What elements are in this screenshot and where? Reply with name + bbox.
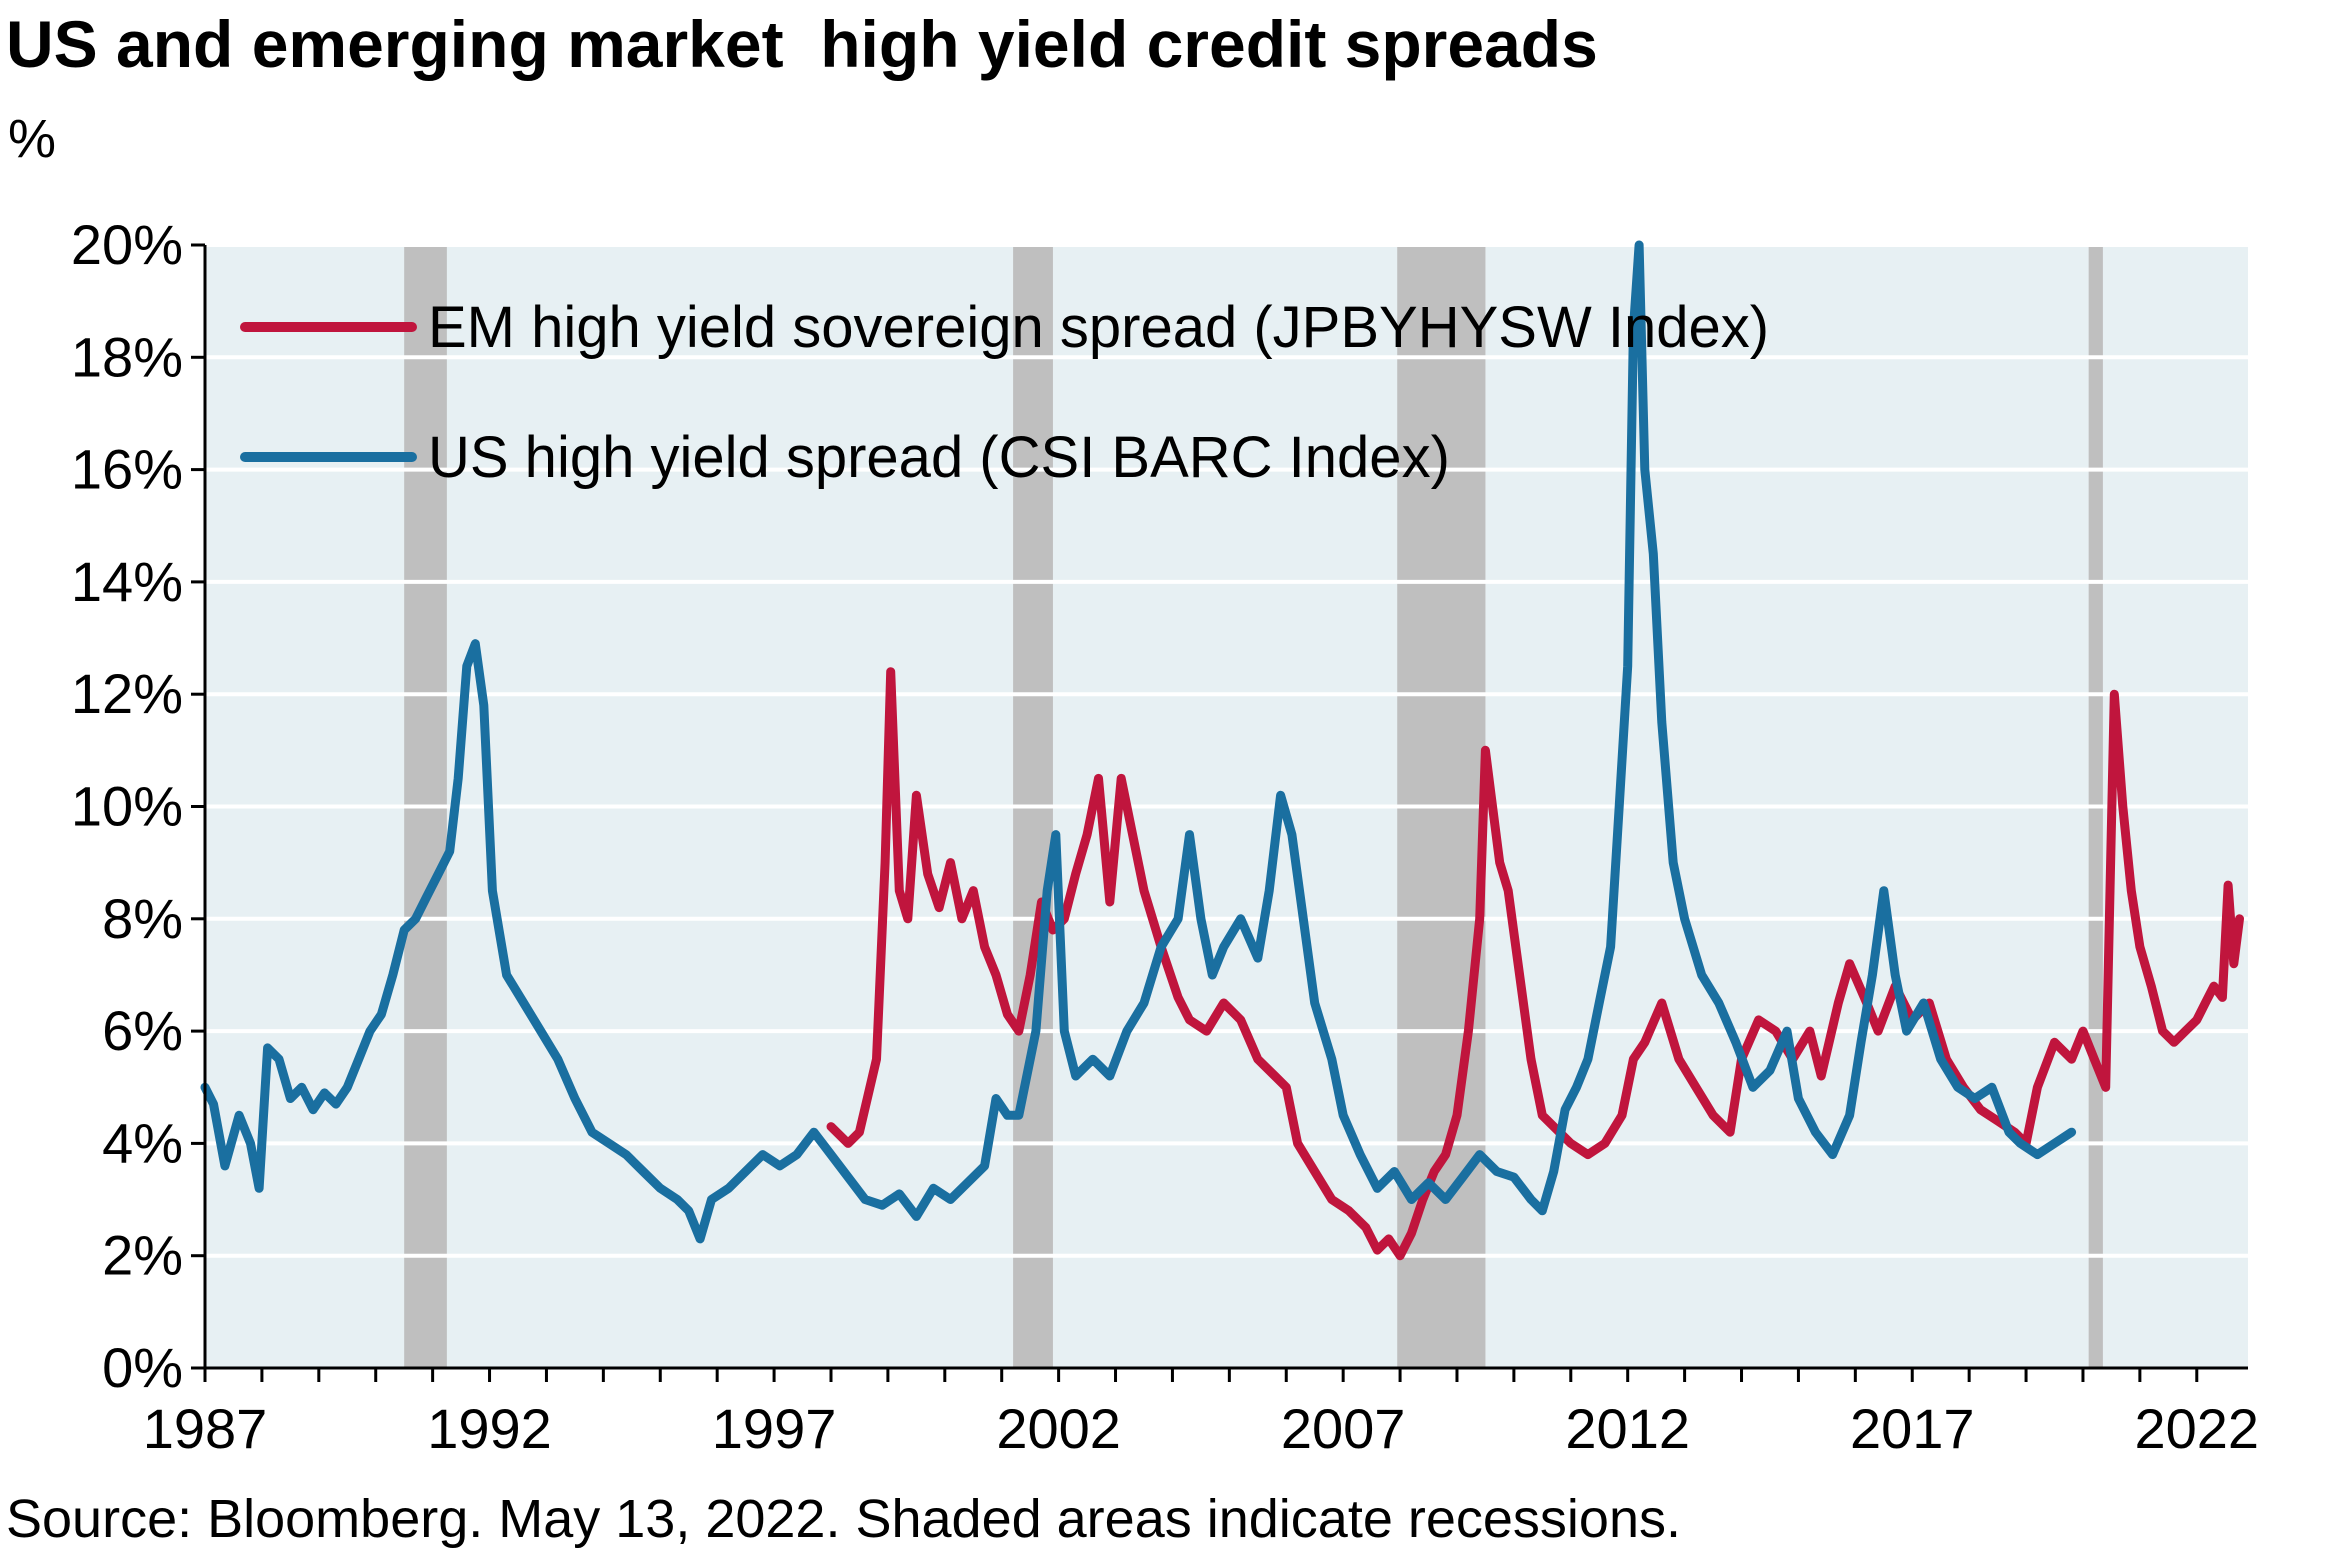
series-layer bbox=[200, 240, 2244, 1261]
y-tick-label: 12% bbox=[71, 662, 183, 725]
gridlines bbox=[205, 243, 2248, 1258]
x-tick-label: 1997 bbox=[712, 1397, 837, 1460]
y-tick-label: 8% bbox=[102, 887, 183, 950]
x-tick-label: 1987 bbox=[143, 1397, 268, 1460]
y-tick-label: 20% bbox=[71, 213, 183, 276]
x-tick-label: 2022 bbox=[2134, 1397, 2259, 1460]
tick-labels: 0% 2% 4% 6% 8% 10% 12% 14% 16% 18% 20% 1987 1992 1997… bbox=[71, 213, 2259, 1460]
chart-title: US and emerging market high yield credit… bbox=[6, 7, 1598, 81]
y-tick-label: 10% bbox=[71, 775, 183, 838]
y-tick-label: 2% bbox=[102, 1224, 183, 1287]
y-tick-label: 4% bbox=[102, 1111, 183, 1174]
x-tick-label: 1992 bbox=[427, 1397, 552, 1460]
x-tick-label: 2017 bbox=[1850, 1397, 1975, 1460]
source-note: Source: Bloomberg. May 13, 2022. Shaded … bbox=[6, 1489, 1681, 1549]
y-axis-unit: % bbox=[8, 109, 57, 169]
x-tick-label: 2007 bbox=[1281, 1397, 1406, 1460]
y-tick-label: 14% bbox=[71, 550, 183, 613]
legend-label-em: EM high yield sovereign spread (JPBYHYSW… bbox=[428, 295, 1769, 360]
series-line-em bbox=[826, 667, 2244, 1261]
x-tick-label: 2002 bbox=[996, 1397, 1121, 1460]
y-tick-label: 18% bbox=[71, 325, 183, 388]
x-tick-label: 2012 bbox=[1565, 1397, 1690, 1460]
axes bbox=[191, 243, 2248, 1382]
legend-label-us: US high yield spread (CSI BARC Index) bbox=[428, 425, 1450, 490]
y-tick-label: 16% bbox=[71, 438, 183, 501]
y-tick-label: 6% bbox=[102, 999, 183, 1062]
series-line-us bbox=[200, 240, 2077, 1244]
y-tick-label: 0% bbox=[102, 1336, 183, 1399]
legend: EM high yield sovereign spread (JPBYHYSW… bbox=[240, 295, 1769, 490]
